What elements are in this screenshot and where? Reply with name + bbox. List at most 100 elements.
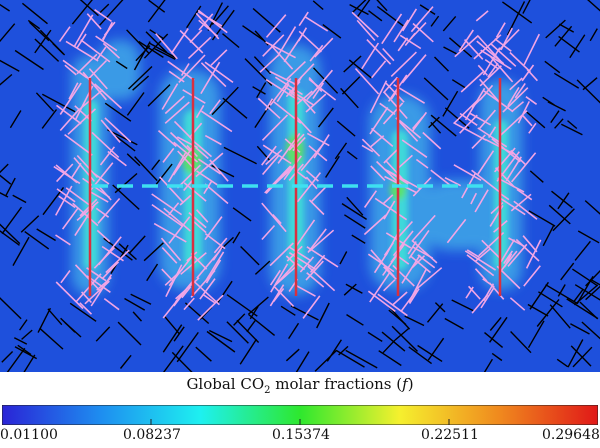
inactive-fracture [542,224,555,247]
active-fracture [96,229,111,243]
active-fracture [477,127,508,148]
inactive-fracture [378,350,402,367]
active-fracture [188,122,203,139]
inactive-fracture [442,90,459,117]
inactive-fracture [550,110,560,123]
active-fracture [495,22,506,38]
inactive-fracture [391,325,418,352]
active-fracture [377,293,408,317]
inactive-fracture [346,150,358,160]
active-fracture [483,90,514,113]
inactive-fracture [248,313,276,336]
active-fracture [361,138,381,157]
inactive-fracture [387,305,411,330]
active-fracture [497,177,525,193]
active-fracture [487,62,499,78]
active-fracture [474,189,489,213]
active-fracture [90,274,113,307]
active-fracture [294,115,312,134]
active-fracture [60,270,71,284]
active-fracture [101,261,120,280]
inactive-fractures [0,0,600,372]
inactive-fracture [569,34,586,59]
inactive-fracture [37,307,52,333]
colorbar-tick-label: 0.01100 [0,427,58,443]
inactive-fracture [171,351,193,372]
active-fracture [409,255,432,274]
inactive-fracture [340,87,359,109]
active-fracture [97,197,121,224]
active-fracture [179,194,192,206]
inactive-fracture [538,291,563,308]
inactive-fracture [69,302,97,322]
inactive-fracture [312,67,339,94]
inactive-fracture [560,123,583,136]
inactive-fracture [208,329,233,343]
inactive-fracture [343,283,357,296]
active-fracture [464,250,497,271]
inactive-fracture [581,321,600,340]
active-fracture [371,60,387,79]
inactive-fracture [252,86,266,95]
active-fracture [390,51,417,77]
inactive-fracture [336,120,356,137]
inactive-fracture [442,15,457,32]
active-fracture [283,155,302,181]
active-fracture [283,33,304,63]
inactive-fracture [151,159,161,171]
inactive-fracture [317,107,334,128]
inactive-fracture [572,268,598,287]
inactive-fracture [0,163,9,174]
active-fracture [523,33,541,66]
active-fracture [107,150,127,167]
inactive-fracture [147,84,171,107]
co2-plumes [72,40,522,295]
inactive-fracture [295,351,310,372]
inactive-fracture [126,153,141,167]
inactive-fracture [36,228,56,242]
active-fracture [195,152,224,178]
inactive-fracture [566,298,599,320]
inactive-fracture [316,302,330,329]
inactive-fracture [341,203,367,220]
active-fracture [361,144,374,153]
inactive-fracture [570,345,592,367]
active-fracture [453,164,482,181]
inactive-fracture [148,0,166,13]
inactive-fracture [0,297,22,320]
active-fracture [76,154,99,179]
active-fracture [392,264,415,287]
inactive-fracture [430,121,442,134]
inactive-fracture [290,305,319,321]
inactive-fracture [536,298,560,327]
active-fracture [490,43,517,67]
active-fracture [369,272,391,303]
inactive-fracture [222,97,248,119]
inactive-fracture [226,321,249,344]
inactive-fracture [558,35,580,53]
active-fracture [103,21,116,36]
active-fracture [200,110,233,133]
inactive-fracture [138,40,164,58]
active-fracture [195,104,205,119]
inactive-fracture [423,77,449,101]
inactive-fracture [207,2,224,31]
active-fracture [56,104,82,125]
inactive-fracture [510,331,532,354]
active-fracture [151,203,183,227]
active-fracture [460,71,484,93]
inactive-fracture [232,207,252,222]
inactive-fracture [6,347,26,372]
active-fracture [464,87,486,121]
active-fracture [314,37,334,58]
inactive-fracture [351,234,366,244]
active-fracture [259,53,281,73]
active-fracture [477,150,495,175]
active-fracture [417,254,436,269]
inactive-fracture [60,317,76,333]
active-fracture [480,49,512,70]
inactive-fracture [451,79,467,89]
inactive-fracture [0,59,20,72]
inactive-fracture [222,33,240,49]
active-fracture [192,279,220,306]
